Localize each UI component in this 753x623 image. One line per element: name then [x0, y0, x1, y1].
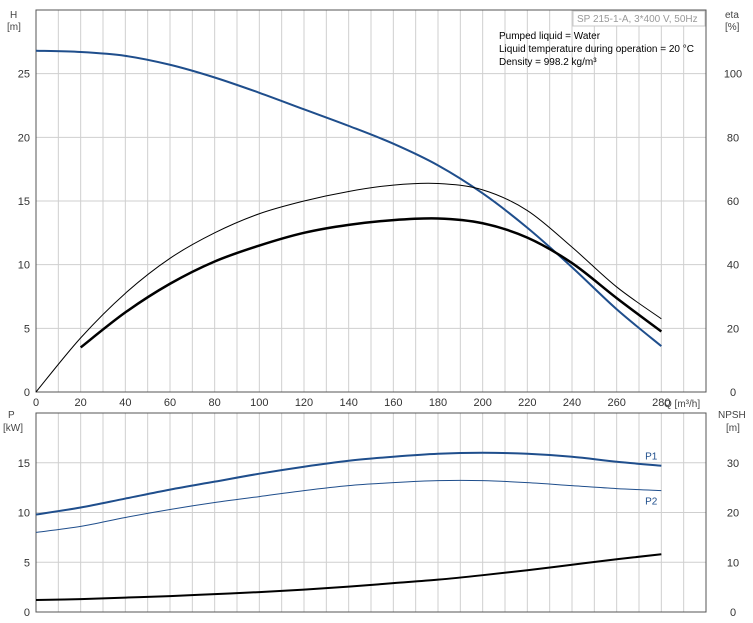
upper-chart-grid: [36, 10, 706, 392]
y2-tick-label: 60: [727, 196, 739, 208]
y-tick-label: 10: [18, 508, 30, 520]
lower-y2-tick-labels: 0 10 20 30: [727, 458, 739, 619]
series-label-p2: P2: [645, 497, 658, 508]
npsh-axis-unit: [m]: [726, 423, 740, 434]
x-tick-label: 140: [339, 397, 357, 409]
efficiency-curve-thin: [35, 182, 662, 393]
lower-chart-grid: [36, 413, 706, 612]
x-tick-label: 100: [250, 397, 268, 409]
lower-plot-frame: [35, 412, 707, 613]
upper-y-tick-labels: 0 5 10 15 20 25: [18, 69, 30, 399]
x-tick-label: 160: [384, 397, 402, 409]
p-axis-unit: [kW]: [3, 423, 23, 434]
x-tick-label: 40: [119, 397, 131, 409]
chart-title: SP 215-1-A, 3*400 V, 50Hz: [577, 14, 698, 25]
h-axis-unit: [m]: [7, 22, 21, 33]
info-line-2: Liquid temperature during operation = 20…: [499, 44, 694, 55]
y-tick-label: 5: [24, 323, 30, 335]
y2-tick-label: 20: [727, 508, 739, 520]
y2-tick-label: 20: [727, 323, 739, 335]
npsh-curve: [35, 553, 662, 602]
info-line-3: Density = 998.2 kg/m³: [499, 57, 597, 68]
x-tick-label: 280: [652, 397, 670, 409]
upper-x-tick-labels: 0 20 40 60 80 100 120 140 160 180 200 220 240 260 280: [33, 397, 671, 409]
power-p2-curve: [35, 479, 662, 533]
y2-tick-label: 30: [727, 458, 739, 470]
p-axis-label: P: [8, 410, 15, 421]
chart-title-box: [572, 10, 706, 27]
y2-tick-label: 0: [730, 387, 736, 399]
x-tick-label: 180: [429, 397, 447, 409]
y-tick-label: 25: [18, 69, 30, 81]
upper-y2-tick-labels: 0 20 40 60 80 100: [724, 69, 742, 399]
upper-plot-frame: [35, 9, 707, 393]
y-tick-label: 20: [18, 132, 30, 144]
power-p1-curve: [35, 451, 662, 516]
y-tick-label: 15: [18, 196, 30, 208]
y-tick-label: 0: [24, 387, 30, 399]
y2-tick-label: 40: [727, 260, 739, 272]
eta-axis-label: eta: [725, 10, 739, 21]
x-tick-label: 20: [75, 397, 87, 409]
lower-y-tick-labels: 0 5 10 15: [18, 458, 30, 619]
eta-axis-unit: [%]: [725, 22, 740, 33]
x-tick-label: 200: [473, 397, 491, 409]
efficiency-curve-thick: [79, 217, 663, 349]
q-axis-label: Q [m³/h]: [664, 399, 700, 410]
info-line-1: Pumped liquid = Water: [499, 31, 601, 42]
npsh-axis-label: NPSH: [718, 410, 746, 421]
upper-chart-series: [35, 49, 663, 393]
y2-tick-label: 100: [724, 69, 742, 81]
x-tick-label: 0: [33, 397, 39, 409]
y-tick-label: 5: [24, 557, 30, 569]
y-tick-label: 10: [18, 260, 30, 272]
lower-series-labels: P1 P2: [645, 452, 658, 508]
x-tick-label: 240: [563, 397, 581, 409]
series-label-p1: P1: [645, 452, 658, 463]
y-tick-label: 0: [24, 607, 30, 619]
x-tick-label: 80: [209, 397, 221, 409]
x-tick-label: 220: [518, 397, 536, 409]
y2-tick-label: 10: [727, 557, 739, 569]
lower-chart-series: [35, 451, 662, 602]
x-tick-label: 60: [164, 397, 176, 409]
x-tick-label: 260: [607, 397, 625, 409]
y2-tick-label: 80: [727, 132, 739, 144]
y-tick-label: 15: [18, 458, 30, 470]
x-tick-label: 120: [295, 397, 313, 409]
y2-tick-label: 0: [730, 607, 736, 619]
h-axis-label: H: [10, 10, 17, 21]
